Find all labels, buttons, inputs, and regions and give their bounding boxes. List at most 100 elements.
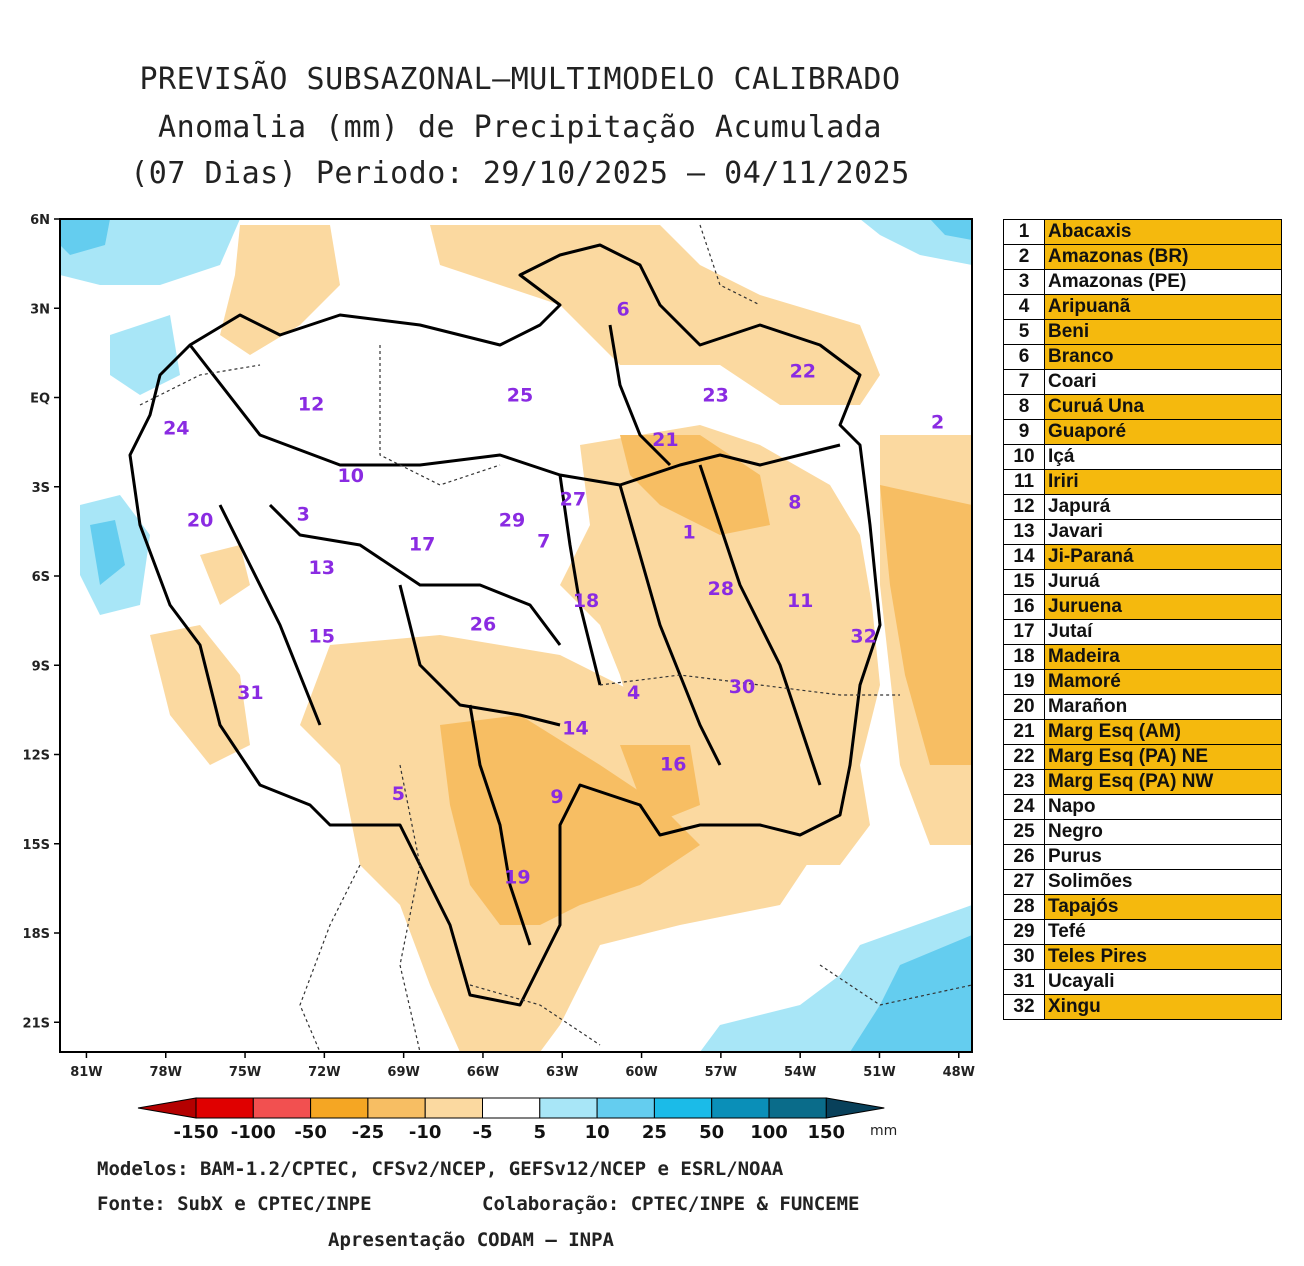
basin-number: 15 <box>1003 569 1045 595</box>
basin-name: Javari <box>1044 519 1282 545</box>
lat-label: 12S <box>23 749 50 764</box>
anomaly-area-west-small <box>200 545 250 605</box>
border-6 <box>819 964 972 1006</box>
basin-label-15: 15 <box>308 626 334 648</box>
basin-label-19: 19 <box>504 866 530 888</box>
basin-label-17: 17 <box>409 533 435 555</box>
colorbar-label: 150 <box>808 1122 846 1143</box>
basin-name: Jutaí <box>1044 619 1282 645</box>
map-period: (07 Dias) Periodo: 29/10/2025 — 04/11/20… <box>130 156 910 191</box>
basin-row: 19 Mamoré <box>1003 669 1282 695</box>
basin-number: 5 <box>1003 319 1045 345</box>
basin-name: Juruena <box>1044 594 1282 620</box>
basin-label-6: 6 <box>616 298 629 320</box>
longitude-axis: 81W 78W 75W 72W 69W 66W 63W 60W 57W 54W 51W 48W <box>70 1052 975 1080</box>
colorbar-box <box>310 1097 369 1119</box>
basin-divide-3 <box>618 484 722 766</box>
basin-number: 32 <box>1003 994 1045 1020</box>
lon-label: 72W <box>308 1065 340 1080</box>
colorbar-label: -50 <box>294 1122 327 1143</box>
colorbar-box <box>367 1097 426 1119</box>
models-credit: Modelos: BAM-1.2/CPTEC, CFSv2/NCEP, GEFS… <box>97 1158 784 1180</box>
basin-row: 8 Curuá Una <box>1003 394 1282 420</box>
basin-label-20: 20 <box>187 509 213 531</box>
basin-row: 9 Guaporé <box>1003 419 1282 445</box>
basin-name: Iriri <box>1044 469 1282 495</box>
basin-number: 2 <box>1003 244 1045 270</box>
basin-name: Mamoré <box>1044 669 1282 695</box>
basin-row: 14 Ji-Paraná <box>1003 544 1282 570</box>
basin-row: 11 Iriri <box>1003 469 1282 495</box>
colorbar-label: -25 <box>352 1122 385 1143</box>
basin-name: Curuá Una <box>1044 394 1282 420</box>
basin-row: 18 Madeira <box>1003 644 1282 670</box>
basin-label-3: 3 <box>297 504 310 526</box>
lat-label: 3S <box>32 481 50 496</box>
anomaly-area-north <box>220 225 340 355</box>
basin-label-22: 22 <box>790 361 816 383</box>
basin-row: 1 Abacaxis <box>1003 219 1282 245</box>
basin-row: 25 Negro <box>1003 819 1282 845</box>
country-borders <box>139 224 972 1052</box>
basin-name: Aripuanã <box>1044 294 1282 320</box>
border-1 <box>379 345 501 486</box>
lat-label: EQ <box>30 392 50 407</box>
lon-label: 81W <box>70 1065 102 1080</box>
basin-name: Solimões <box>1044 869 1282 895</box>
colorbar-label: 100 <box>750 1122 788 1143</box>
colorbar-box <box>252 1097 312 1119</box>
basin-label-21: 21 <box>652 429 678 451</box>
basin-label-18: 18 <box>573 590 599 612</box>
anomaly-wetter-southeast <box>850 935 972 1052</box>
basin-number: 3 <box>1003 269 1045 295</box>
map-frame <box>59 218 973 1053</box>
basin-number: 6 <box>1003 344 1045 370</box>
basin-number: 18 <box>1003 644 1045 670</box>
anomaly-area-northeast <box>430 225 880 405</box>
basin-row: 32 Xingu <box>1003 994 1282 1020</box>
source-credit: Fonte: SubX e CPTEC/INPE <box>97 1193 372 1215</box>
basin-label-2: 2 <box>931 411 944 433</box>
basin-number: 20 <box>1003 694 1045 720</box>
anomaly-wet-andes <box>110 315 180 395</box>
basin-name: Marg Esq (PA) NW <box>1044 769 1282 795</box>
colorbar-label: 25 <box>642 1122 667 1143</box>
basin-row: 12 Japurá <box>1003 494 1282 520</box>
basin-number: 26 <box>1003 844 1045 870</box>
basin-number: 27 <box>1003 869 1045 895</box>
anomaly-core-south <box>440 715 700 925</box>
basin-label-31: 31 <box>237 682 263 704</box>
basin-number: 1 <box>1003 219 1045 245</box>
basin-name: Xingu <box>1044 994 1282 1020</box>
basin-row: 23 Marg Esq (PA) NW <box>1003 769 1282 795</box>
border-3 <box>399 764 421 1052</box>
anomaly-wetter-west <box>90 520 125 585</box>
basin-number: 25 <box>1003 819 1045 845</box>
basin-row: 28 Tapajós <box>1003 894 1282 920</box>
basin-number: 8 <box>1003 394 1045 420</box>
basin-name: Abacaxis <box>1044 219 1282 245</box>
border-8 <box>469 984 601 1046</box>
lat-label: 6N <box>30 213 50 228</box>
basin-label-23: 23 <box>702 385 728 407</box>
lon-label: 60W <box>625 1065 657 1080</box>
basin-name: Negro <box>1044 819 1282 845</box>
basin-number: 19 <box>1003 669 1045 695</box>
basin-label-10: 10 <box>338 465 364 487</box>
lon-label: 63W <box>546 1065 578 1080</box>
lat-label: 9S <box>32 659 50 674</box>
basin-row: 10 Içá <box>1003 444 1282 470</box>
basin-row: 6 Branco <box>1003 344 1282 370</box>
basin-number-labels: 1234567891011121314151617181920212223242… <box>163 298 944 888</box>
lat-label: 18S <box>23 927 50 942</box>
basin-number: 24 <box>1003 794 1045 820</box>
basin-divide-4 <box>698 464 822 786</box>
basin-label-27: 27 <box>560 489 586 511</box>
basin-number: 12 <box>1003 494 1045 520</box>
colorbar-box <box>596 1097 655 1119</box>
anomaly-wetter-northwest <box>60 219 110 255</box>
basin-divide-6 <box>398 584 561 727</box>
anomaly-area-center-east <box>560 425 880 865</box>
basin-number: 21 <box>1003 719 1045 745</box>
basin-divide-1 <box>188 344 841 487</box>
